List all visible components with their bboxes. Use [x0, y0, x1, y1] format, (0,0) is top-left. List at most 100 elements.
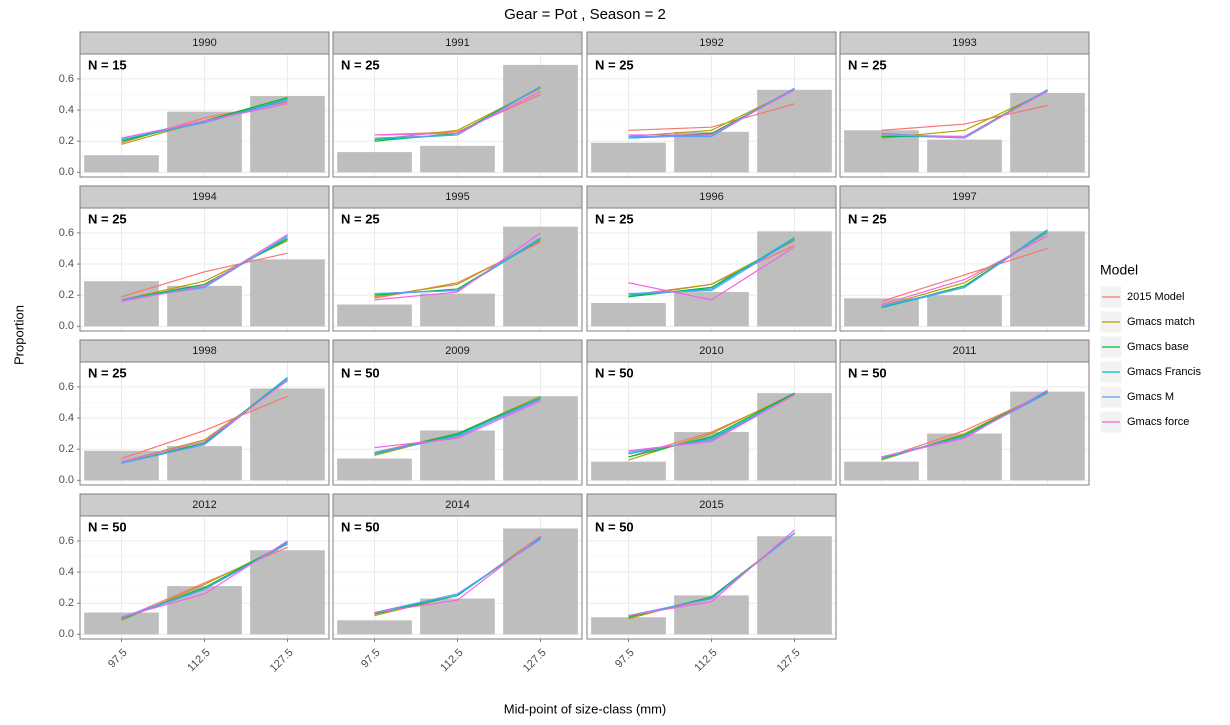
bar [420, 293, 495, 327]
strip-title: 1995 [445, 191, 469, 203]
strip [79, 31, 330, 55]
annotation: N = 50 [595, 365, 634, 380]
line [628, 394, 795, 452]
strip [79, 493, 330, 517]
strip-title: 1993 [952, 37, 976, 49]
y-tick-label: 0.2 [59, 443, 74, 455]
line [881, 90, 1048, 138]
line [881, 235, 1048, 306]
bar [757, 536, 832, 635]
strip [586, 185, 837, 209]
strip [586, 339, 837, 363]
bar [927, 139, 1002, 173]
x-tick-label: 112.5 [185, 647, 212, 674]
line [628, 529, 795, 617]
y-tick-label: 0.4 [59, 104, 74, 116]
y-tick-label: 0.6 [59, 381, 74, 393]
y-tick-label: 0.2 [59, 135, 74, 147]
annotation: N = 25 [848, 211, 887, 226]
bar [337, 620, 412, 635]
bar [844, 130, 919, 173]
x-tick-label: 127.5 [521, 647, 549, 675]
strip [839, 339, 1090, 363]
strip [332, 493, 583, 517]
bar [927, 295, 1002, 327]
y-tick-label: 0.0 [59, 166, 74, 178]
y-tick-label: 0.2 [59, 597, 74, 609]
bar [420, 145, 495, 173]
bar [167, 285, 242, 327]
strip [586, 31, 837, 55]
line [374, 86, 541, 139]
strip-title: 1992 [699, 37, 723, 49]
y-tick-label: 0.2 [59, 289, 74, 301]
bar [337, 458, 412, 481]
strip-title: 1996 [699, 191, 723, 203]
bar [1010, 92, 1085, 173]
strip-title: 1998 [192, 345, 216, 357]
y-tick-label: 0.6 [59, 535, 74, 547]
legend-label: 2015 Model [1127, 291, 1185, 303]
x-tick-label: 97.5 [359, 647, 383, 671]
x-tick-label: 112.5 [692, 647, 719, 674]
strip-title: 2012 [192, 499, 216, 511]
bar [420, 598, 495, 635]
chart-title: Gear = Pot , Season = 2 [504, 6, 666, 23]
bar [250, 259, 325, 327]
bar [503, 64, 578, 173]
strip-title: 2009 [445, 345, 469, 357]
line [628, 392, 795, 461]
bar [84, 612, 159, 635]
strip [79, 185, 330, 209]
x-tick-label: 112.5 [438, 647, 465, 674]
line [374, 90, 541, 136]
legend-title: Model [1100, 262, 1138, 278]
line [628, 89, 795, 136]
annotation: N = 50 [341, 519, 380, 534]
line [374, 398, 541, 453]
y-tick-label: 0.0 [59, 628, 74, 640]
legend-label: Gmacs match [1127, 316, 1195, 328]
legend-label: Gmacs M [1127, 391, 1174, 403]
annotation: N = 25 [595, 211, 634, 226]
bar [591, 142, 666, 173]
strip [586, 493, 837, 517]
strip [332, 31, 583, 55]
bar [503, 528, 578, 635]
line [881, 389, 1048, 458]
bar [250, 550, 325, 635]
x-tick-label: 127.5 [775, 647, 803, 675]
bar [927, 433, 1002, 481]
annotation: N = 15 [88, 57, 127, 72]
line [628, 103, 795, 131]
strip-title: 1990 [192, 37, 216, 49]
line [374, 400, 541, 449]
annotation: N = 50 [848, 365, 887, 380]
line [121, 233, 288, 303]
strip-title: 1997 [952, 191, 976, 203]
line [374, 535, 541, 614]
line [121, 103, 288, 139]
x-tick-label: 97.5 [613, 647, 637, 671]
strip [839, 185, 1090, 209]
y-tick-label: 0.0 [59, 474, 74, 486]
annotation: N = 50 [341, 365, 380, 380]
strip-title: 2015 [699, 499, 723, 511]
y-tick-label: 0.4 [59, 258, 74, 270]
line [374, 232, 541, 301]
bar [84, 155, 159, 173]
bar [167, 111, 242, 173]
y-axis-label: Proportion [11, 305, 26, 365]
annotation: N = 25 [341, 57, 380, 72]
bar [844, 298, 919, 327]
y-tick-label: 0.4 [59, 412, 74, 424]
line [881, 247, 1048, 302]
annotation: N = 25 [848, 57, 887, 72]
bar [250, 388, 325, 481]
bar [1010, 231, 1085, 327]
legend-label: Gmacs base [1127, 341, 1189, 353]
strip [332, 339, 583, 363]
bar [591, 461, 666, 481]
strip-title: 2010 [699, 345, 723, 357]
